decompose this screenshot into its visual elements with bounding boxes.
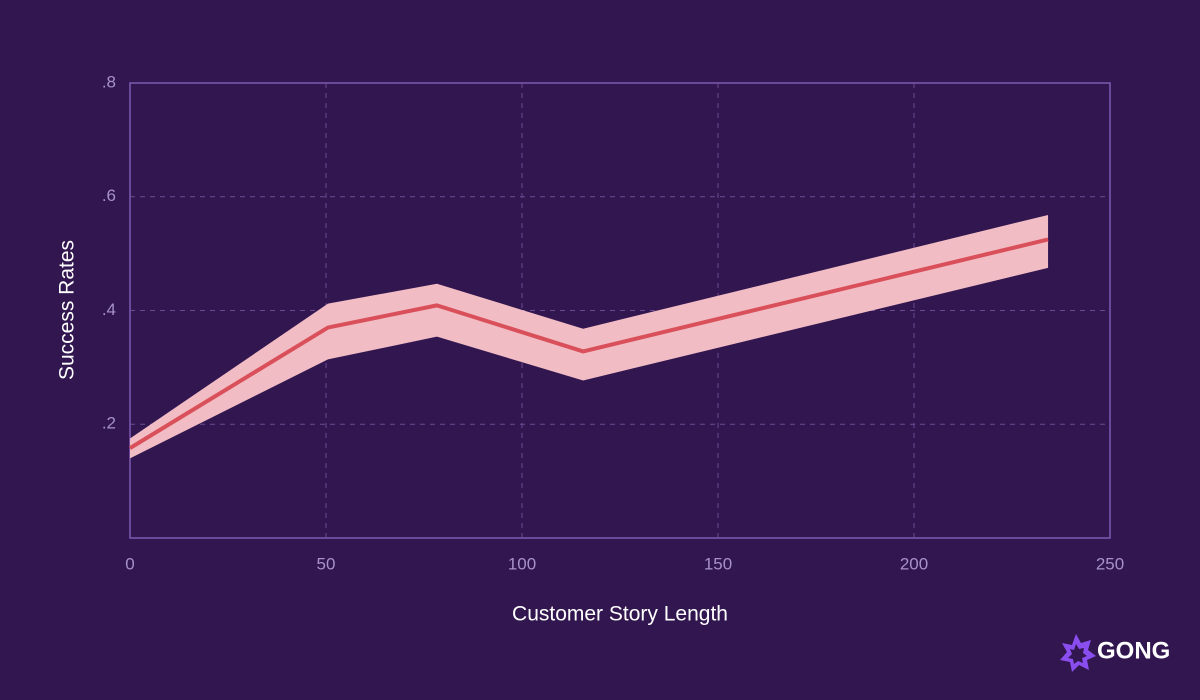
- x-axis-title: Customer Story Length: [512, 603, 728, 626]
- brand-logo: GONG: [1060, 634, 1170, 672]
- x-tick-label: 250: [1096, 554, 1124, 573]
- x-tick-label: 0: [125, 554, 134, 573]
- y-tick-label: .2: [102, 414, 116, 433]
- logo-star-inner: [1068, 644, 1087, 664]
- brand-name: GONG: [1097, 637, 1170, 664]
- line: [128, 237, 1049, 450]
- y-tick-label: .6: [102, 186, 116, 205]
- x-tick-label: 100: [508, 554, 536, 573]
- y-tick-label: .8: [102, 72, 116, 91]
- confidence-band: [130, 214, 1049, 459]
- x-tick-label: 200: [900, 554, 928, 573]
- x-tick-label: 150: [704, 554, 732, 573]
- y-tick-label: .4: [102, 300, 116, 319]
- y-axis-title: Success Rates: [56, 240, 79, 380]
- x-tick-label: 50: [317, 554, 336, 573]
- plot-frame: [129, 82, 1111, 539]
